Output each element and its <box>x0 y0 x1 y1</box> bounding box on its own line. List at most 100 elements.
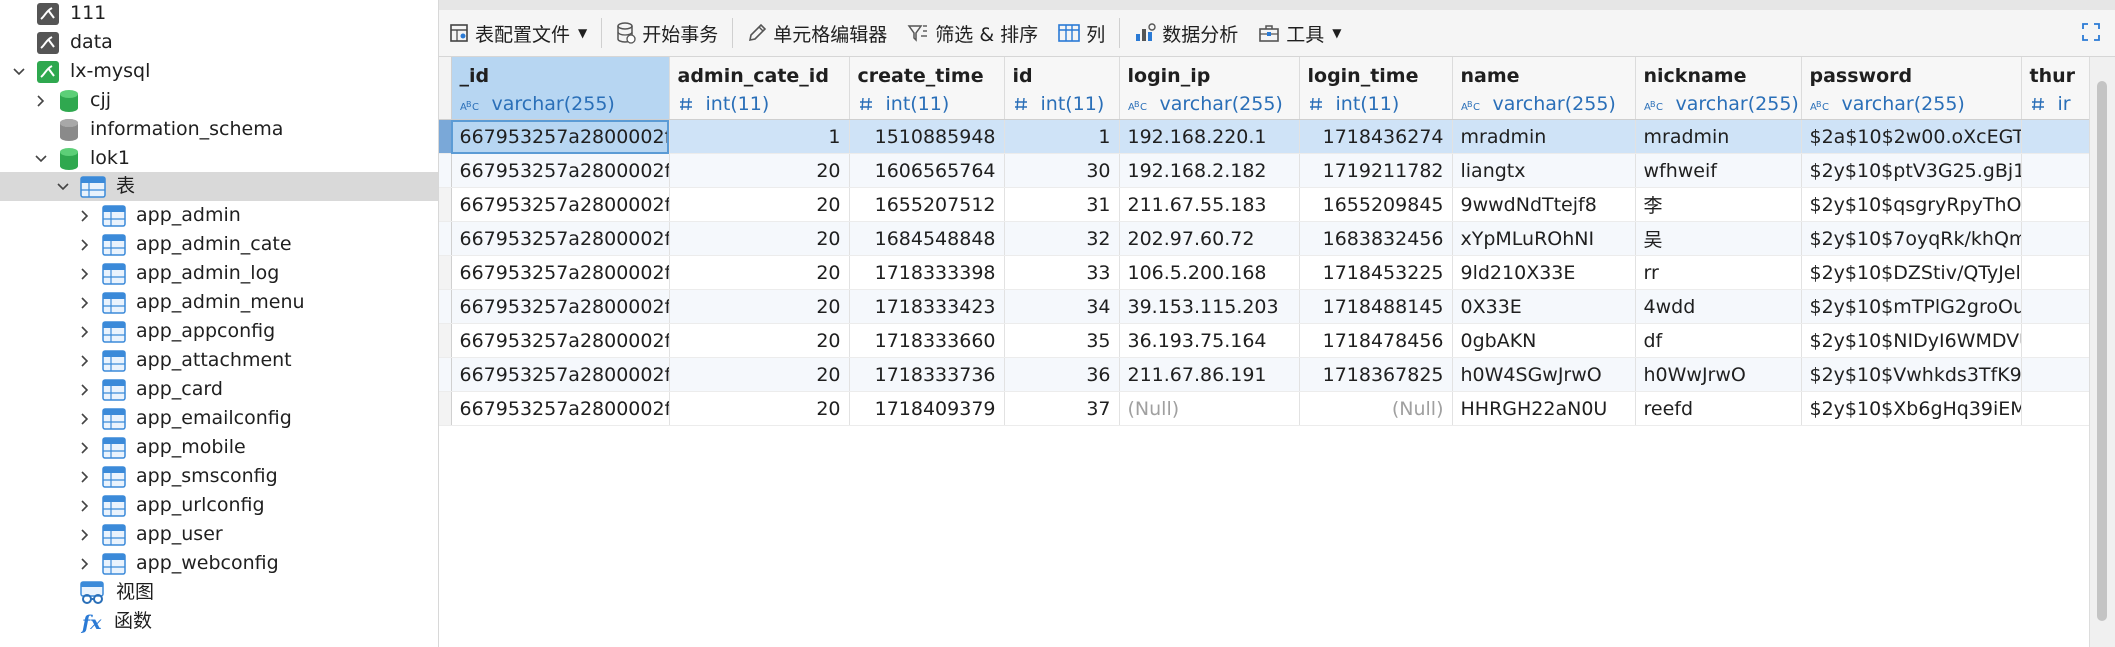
table-row[interactable]: 667953257a2800002f0 20 1718333736 36 211.67.… <box>439 357 2102 392</box>
cell-admin-cate-id[interactable]: 20 <box>669 391 850 426</box>
chevron-down-icon[interactable] <box>12 65 26 79</box>
cell-password[interactable]: $2y$10$NIDyI6WMDVU <box>1801 323 2022 358</box>
sidebar-item-app-urlconfig[interactable]: app_urlconfig <box>0 491 438 520</box>
chevron-right-icon[interactable] <box>78 238 92 252</box>
cell--id[interactable]: 667953257a2800002f0 <box>451 323 670 358</box>
chevron-right-icon[interactable] <box>78 557 92 571</box>
cell-admin-cate-id[interactable]: 1 <box>669 119 850 154</box>
row-selector[interactable] <box>439 187 452 222</box>
cell--id[interactable]: 667953257a2800002f0 <box>451 119 670 154</box>
sidebar-item-data[interactable]: data <box>0 28 438 57</box>
cell-editor-button[interactable]: 单元格编辑器 <box>737 13 897 53</box>
cell-create-time[interactable]: 1718333660 <box>849 323 1005 358</box>
cell-login-ip[interactable]: 192.168.2.182 <box>1119 153 1300 188</box>
row-selector[interactable] <box>439 289 452 324</box>
cell-name[interactable]: liangtx <box>1452 153 1636 188</box>
chevron-right-icon[interactable] <box>78 383 92 397</box>
cell-login-ip[interactable]: 106.5.200.168 <box>1119 255 1300 290</box>
cell-nickname[interactable]: 4wdd <box>1635 289 1802 324</box>
cell-id[interactable]: 33 <box>1004 255 1120 290</box>
cell-nickname[interactable]: wfhweif <box>1635 153 1802 188</box>
cell-thur[interactable] <box>2021 357 2102 392</box>
sidebar-item-app-appconfig[interactable]: app_appconfig <box>0 317 438 346</box>
sidebar-item--[interactable]: fx 函数 <box>0 607 438 636</box>
cell-thur[interactable] <box>2021 153 2102 188</box>
cell--id[interactable]: 667953257a2800002f0 <box>451 391 670 426</box>
cell--id[interactable]: 667953257a2800002f0 <box>451 221 670 256</box>
chevron-right-icon[interactable] <box>78 354 92 368</box>
cell-name[interactable]: 9wwdNdTtejf8 <box>1452 187 1636 222</box>
row-selector[interactable] <box>439 119 452 154</box>
scrollbar-thumb[interactable] <box>2097 81 2107 621</box>
cell-name[interactable]: 0gbAKN <box>1452 323 1636 358</box>
cell-login-ip[interactable]: 192.168.220.1 <box>1119 119 1300 154</box>
cell-nickname[interactable]: h0WwJrwO <box>1635 357 1802 392</box>
cell-nickname[interactable]: 吴 <box>1635 221 1802 256</box>
filter-sort-button[interactable]: 筛选 & 排序 <box>897 13 1048 53</box>
cell-password[interactable]: $2y$10$7oyqRk/khQm <box>1801 221 2022 256</box>
cell-nickname[interactable]: rr <box>1635 255 1802 290</box>
expand-icon[interactable] <box>2081 22 2101 47</box>
cell-id[interactable]: 34 <box>1004 289 1120 324</box>
chevron-right-icon[interactable] <box>78 499 92 513</box>
cell-thur[interactable] <box>2021 289 2102 324</box>
chevron-right-icon[interactable] <box>78 325 92 339</box>
cell-login-ip[interactable]: 36.193.75.164 <box>1119 323 1300 358</box>
table-row[interactable]: 667953257a2800002f0 20 1655207512 31 211.67.… <box>439 187 2102 222</box>
cell-id[interactable]: 31 <box>1004 187 1120 222</box>
sidebar-item-app-admin-cate[interactable]: app_admin_cate <box>0 230 438 259</box>
chevron-right-icon[interactable] <box>78 441 92 455</box>
chevron-right-icon[interactable] <box>78 209 92 223</box>
cell-thur[interactable] <box>2021 187 2102 222</box>
cell-login-ip[interactable]: (Null) <box>1119 391 1300 426</box>
column-header-id[interactable]: id int(11) <box>1004 57 1120 120</box>
sidebar-item-app-admin-log[interactable]: app_admin_log <box>0 259 438 288</box>
begin-transaction-button[interactable]: 开始事务 <box>606 13 728 53</box>
vertical-scrollbar[interactable] <box>2089 57 2115 647</box>
cell-thur[interactable] <box>2021 323 2102 358</box>
cell-login-ip[interactable]: 39.153.115.203 <box>1119 289 1300 324</box>
chevron-down-icon[interactable] <box>34 152 48 166</box>
cell-login-time[interactable]: 1655209845 <box>1299 187 1453 222</box>
column-header-thur[interactable]: thur ir <box>2021 57 2102 120</box>
cell-login-time[interactable]: 1718478456 <box>1299 323 1453 358</box>
cell-name[interactable]: xYpMLuROhNI <box>1452 221 1636 256</box>
cell-thur[interactable] <box>2021 221 2102 256</box>
cell-password[interactable]: $2y$10$mTPlG2groOuc <box>1801 289 2022 324</box>
cell-thur[interactable] <box>2021 255 2102 290</box>
table-row[interactable]: 667953257a2800002f0 1 1510885948 1 192.168.2… <box>439 119 2102 154</box>
cell--id[interactable]: 667953257a2800002f0 <box>451 255 670 290</box>
cell-password[interactable]: $2y$10$qsgryRpyThO6 <box>1801 187 2022 222</box>
cell-name[interactable]: h0W4SGwJrwO <box>1452 357 1636 392</box>
cell-create-time[interactable]: 1718333398 <box>849 255 1005 290</box>
cell--id[interactable]: 667953257a2800002f0 <box>451 187 670 222</box>
cell-login-time[interactable]: 1683832456 <box>1299 221 1453 256</box>
cell-create-time[interactable]: 1718333736 <box>849 357 1005 392</box>
cell-nickname[interactable]: df <box>1635 323 1802 358</box>
cell--id[interactable]: 667953257a2800002f0 <box>451 357 670 392</box>
cell-name[interactable]: mradmin <box>1452 119 1636 154</box>
cell-id[interactable]: 36 <box>1004 357 1120 392</box>
cell-create-time[interactable]: 1510885948 <box>849 119 1005 154</box>
cell-create-time[interactable]: 1606565764 <box>849 153 1005 188</box>
table-row[interactable]: 667953257a2800002f0 20 1718333423 34 39.153.… <box>439 289 2102 324</box>
cell-password[interactable]: $2y$10$Xb6gHq39iEM <box>1801 391 2022 426</box>
columns-button[interactable]: 列 <box>1048 13 1115 53</box>
cell-admin-cate-id[interactable]: 20 <box>669 323 850 358</box>
sidebar-item--[interactable]: 表 <box>0 172 438 201</box>
table-row[interactable]: 667953257a2800002f0 20 1718333398 33 106.5.2… <box>439 255 2102 290</box>
cell-admin-cate-id[interactable]: 20 <box>669 153 850 188</box>
cell-login-time[interactable]: 1719211782 <box>1299 153 1453 188</box>
cell-login-time[interactable]: 1718436274 <box>1299 119 1453 154</box>
sidebar-item-app-mobile[interactable]: app_mobile <box>0 433 438 462</box>
cell-admin-cate-id[interactable]: 20 <box>669 357 850 392</box>
table-row[interactable]: 667953257a2800002f0 20 1606565764 30 192.168… <box>439 153 2102 188</box>
sidebar-item--[interactable]: 视图 <box>0 578 438 607</box>
sidebar-item-app-smsconfig[interactable]: app_smsconfig <box>0 462 438 491</box>
cell-password[interactable]: $2y$10$ptV3G25.gBj1H <box>1801 153 2022 188</box>
cell-login-time[interactable]: 1718488145 <box>1299 289 1453 324</box>
